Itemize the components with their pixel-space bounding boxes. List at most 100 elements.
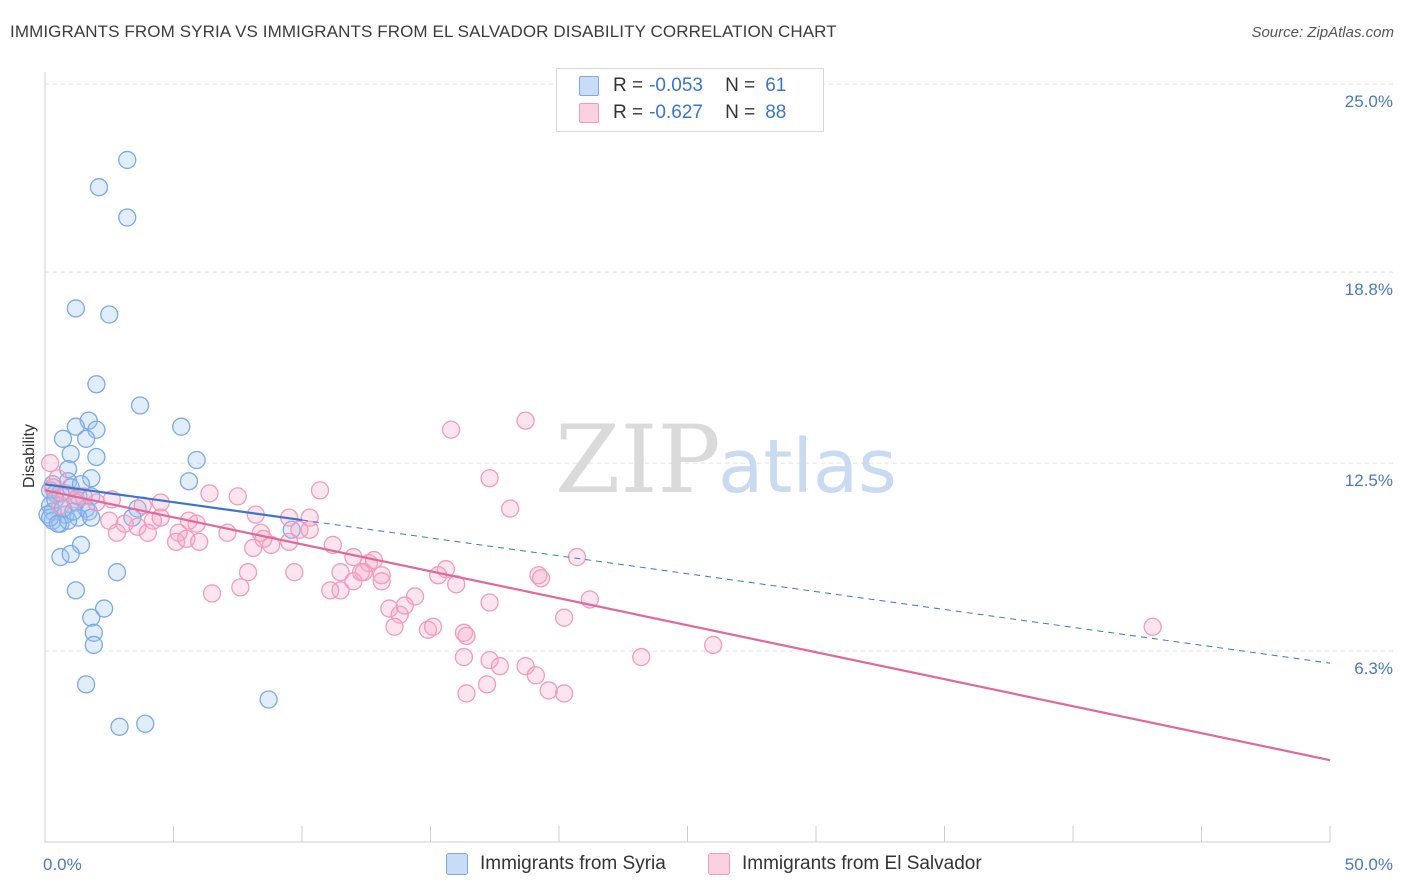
tick-labels: 6.3% 12.5% 18.8% 25.0% 0.0% 50.0%: [43, 92, 1393, 874]
data-point-syria: [66, 299, 85, 318]
correlation-legend: R = -0.053 N = 61 R = -0.627 N = 88: [556, 68, 824, 132]
data-point-el-salvador: [441, 420, 461, 439]
data-point-el-salvador: [228, 487, 247, 506]
data-point-syria: [89, 178, 109, 197]
data-point-el-salvador: [554, 608, 574, 627]
data-point-el-salvador: [457, 626, 476, 646]
watermark-atlas: atlas: [718, 424, 897, 510]
data-point-syria: [48, 514, 67, 533]
data-point-el-salvador: [151, 508, 170, 527]
legend-r-value: -0.053: [649, 75, 703, 96]
data-point-el-salvador: [490, 657, 510, 676]
data-point-syria: [53, 499, 73, 518]
data-point-syria: [107, 563, 127, 582]
data-point-el-salvador: [351, 563, 371, 582]
legend-r-label: R =: [613, 75, 644, 96]
data-point-el-salvador: [567, 547, 587, 567]
data-point-el-salvador: [418, 620, 438, 639]
data-point-el-salvador: [1143, 617, 1162, 636]
data-point-syria: [87, 375, 106, 394]
data-point-el-salvador: [254, 529, 273, 549]
legend-label-el-salvador: Immigrants from El Salvador: [742, 853, 982, 874]
data-point-el-salvador: [526, 666, 546, 685]
data-point-el-salvador: [51, 496, 70, 515]
data-point-syria: [100, 305, 119, 324]
data-point-el-salvador: [516, 411, 535, 430]
data-point-el-salvador: [321, 581, 340, 600]
trend-line-syria-solid: [44, 483, 303, 522]
legend-row-el-salvador: R = -0.627 N = 88: [579, 101, 786, 125]
data-point-el-salvador: [372, 572, 391, 591]
data-point-syria: [259, 690, 278, 709]
data-point-el-salvador: [138, 523, 157, 542]
data-point-el-salvador: [107, 523, 127, 542]
data-point-syria: [130, 396, 150, 415]
data-point-syria: [118, 208, 137, 227]
data-point-el-salvador: [477, 675, 497, 694]
data-point-syria: [84, 635, 103, 655]
legend-swatch-syria: [579, 76, 599, 96]
data-point-syria: [136, 714, 155, 733]
trend-line-el-salvador: [44, 489, 1331, 762]
data-point-el-salvador: [166, 532, 186, 552]
data-point-syria: [87, 447, 106, 467]
data-point-syria: [61, 444, 80, 464]
data-point-el-salvador: [290, 520, 309, 539]
watermark-zip: ZIP: [555, 406, 721, 515]
legend-label-syria: Immigrants from Syria: [480, 853, 666, 874]
y-axis-label: Disability: [21, 424, 38, 488]
data-point-el-salvador: [480, 650, 499, 670]
data-point-syria: [51, 547, 70, 567]
y-tick-label: 6.3%: [1354, 659, 1393, 678]
legend-n-label: N =: [725, 102, 756, 123]
legend-item-el-salvador: Immigrants from El Salvador: [708, 853, 982, 875]
data-point-el-salvador: [480, 469, 499, 488]
data-point-syria: [76, 429, 96, 448]
y-tick-label: 12.5%: [1345, 471, 1393, 490]
data-point-syria: [76, 675, 96, 694]
legend-n-label: N =: [725, 75, 756, 96]
data-point-el-salvador: [385, 617, 404, 636]
data-point-syria: [82, 608, 101, 627]
data-point-el-salvador: [200, 484, 219, 503]
data-point-el-salvador: [380, 599, 399, 618]
data-point-syria: [118, 150, 137, 170]
data-point-el-salvador: [151, 493, 170, 512]
data-point-syria: [94, 599, 114, 618]
series-legend: Immigrants from Syria Immigrants from El…: [0, 853, 1406, 877]
data-point-el-salvador: [202, 584, 222, 603]
data-point-syria: [82, 469, 101, 488]
data-point-el-salvador: [632, 647, 651, 667]
data-point-syria: [172, 417, 191, 436]
series-syria: [38, 150, 301, 736]
data-point-el-salvador: [423, 617, 443, 636]
data-point-syria: [61, 544, 80, 564]
data-point-el-salvador: [516, 657, 535, 676]
watermark: ZIP atlas: [555, 406, 897, 515]
data-point-syria: [71, 535, 91, 555]
data-point-syria: [110, 717, 129, 736]
data-point-syria: [53, 429, 73, 448]
data-point-syria: [66, 417, 85, 436]
legend-r-label: R =: [613, 102, 644, 123]
legend-item-syria: Immigrants from Syria: [446, 853, 666, 875]
y-tick-label: 18.8%: [1345, 280, 1393, 299]
data-point-syria: [187, 450, 206, 470]
source-label: Source: ZipAtlas.com: [1251, 24, 1394, 41]
data-point-el-salvador: [529, 566, 548, 585]
x-tick-label: 50.0%: [1345, 855, 1393, 874]
data-point-el-salvador: [310, 481, 330, 500]
data-point-el-salvador: [331, 581, 350, 600]
legend-r-value: -0.627: [649, 102, 703, 123]
data-point-el-salvador: [238, 563, 258, 582]
legend-swatch-el-salvador: [579, 103, 599, 123]
data-point-el-salvador: [405, 587, 425, 606]
data-point-el-salvador: [372, 566, 391, 585]
legend-swatch-el-salvador: [708, 853, 730, 875]
data-point-el-salvador: [244, 538, 263, 558]
data-point-el-salvador: [704, 635, 723, 655]
data-point-syria: [87, 420, 106, 439]
x-tick-label: 0.0%: [43, 855, 82, 874]
data-point-el-salvador: [40, 453, 60, 473]
